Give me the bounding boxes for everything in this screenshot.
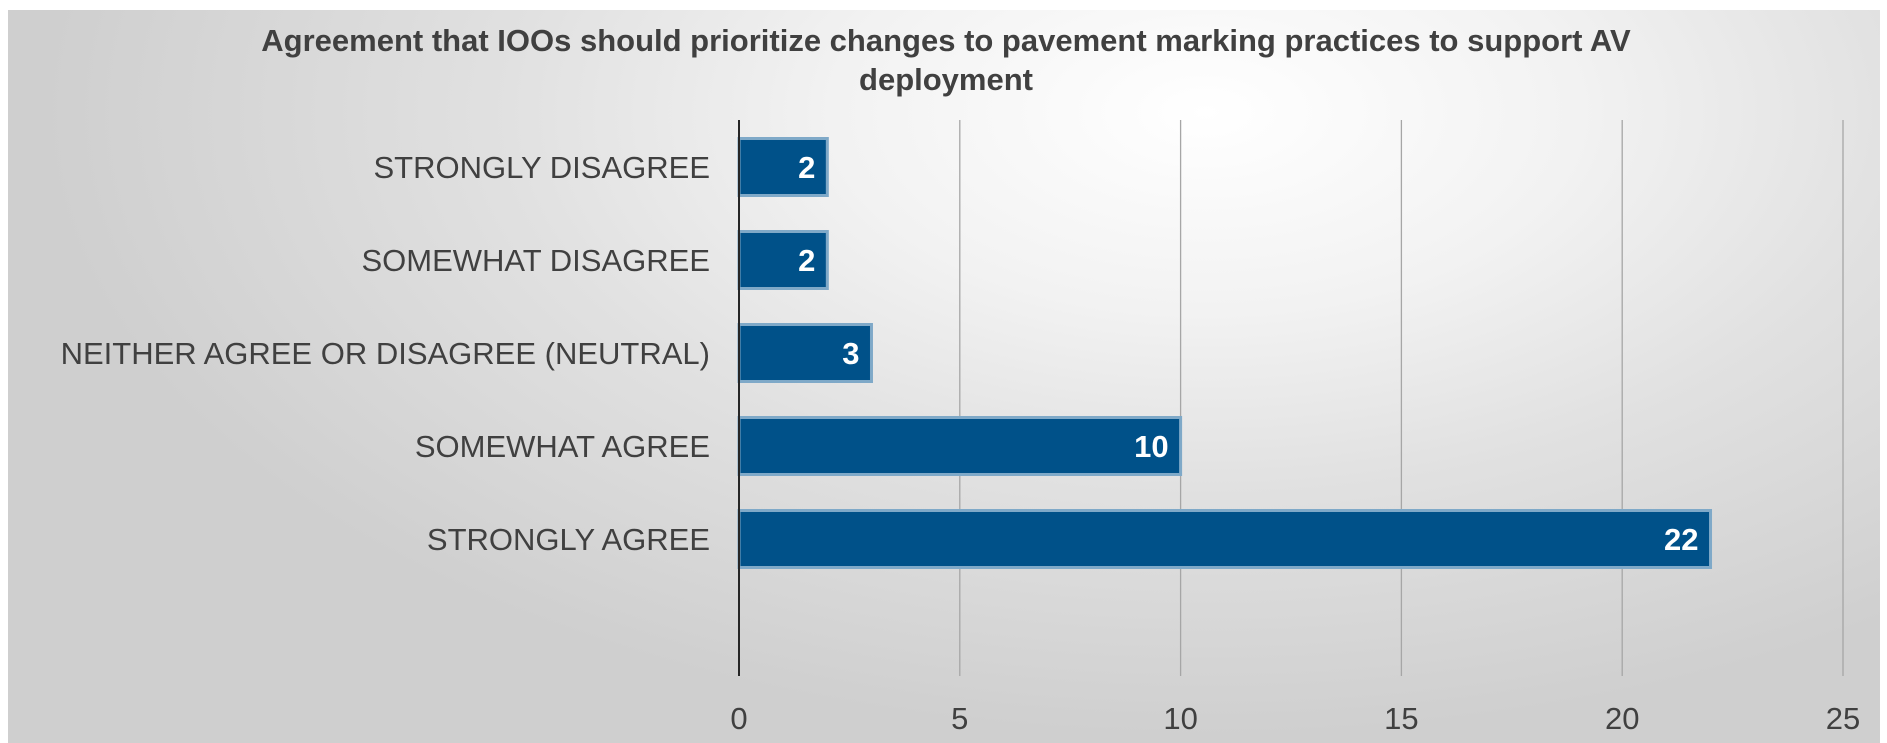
bar-strongly-agree xyxy=(737,509,1713,569)
category-label: STRONGLY AGREE xyxy=(427,522,710,557)
x-axis-tick-labels: 0 5 10 15 20 25 xyxy=(730,701,1860,736)
data-label: 10 xyxy=(1134,429,1168,464)
x-tick-label-15: 15 xyxy=(1384,701,1418,736)
bar-somewhat-disagree xyxy=(737,230,829,290)
x-tick-label-5: 5 xyxy=(951,701,968,736)
x-tick-label-0: 0 xyxy=(730,701,747,736)
data-label: 22 xyxy=(1664,522,1698,557)
category-label: SOMEWHAT AGREE xyxy=(415,429,710,464)
data-label: 2 xyxy=(798,150,815,185)
chart-title-line-1: Agreement that IOOs should prioritize ch… xyxy=(261,23,1631,58)
data-label: 2 xyxy=(798,243,815,278)
bar-neither-agree-or-disagree-neutral xyxy=(737,323,873,383)
x-tick-label-25: 25 xyxy=(1826,701,1860,736)
category-label: NEITHER AGREE OR DISAGREE (NEUTRAL) xyxy=(61,336,710,371)
chart-background xyxy=(8,10,1880,743)
chart-title: Agreement that IOOs should prioritize ch… xyxy=(261,23,1631,97)
bar-somewhat-agree xyxy=(737,416,1183,476)
category-label: STRONGLY DISAGREE xyxy=(374,150,711,185)
x-tick-label-20: 20 xyxy=(1605,701,1639,736)
category-label: SOMEWHAT DISAGREE xyxy=(361,243,710,278)
x-tick-label-10: 10 xyxy=(1163,701,1197,736)
bars xyxy=(737,137,1713,569)
category-labels: STRONGLY DISAGREE SOMEWHAT DISAGREE NEITHE… xyxy=(61,150,710,557)
data-label: 3 xyxy=(842,336,859,371)
chart-title-line-2: deployment xyxy=(859,62,1033,97)
gridlines xyxy=(959,120,1844,676)
